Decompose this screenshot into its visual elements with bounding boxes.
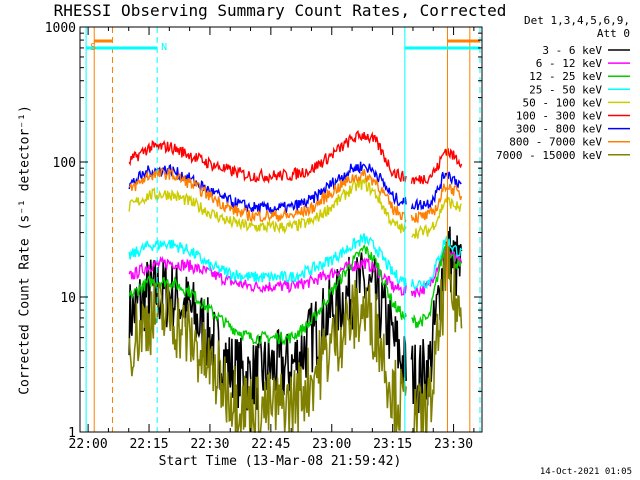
y-tick-label-1: 10: [60, 291, 76, 306]
legend-label-7: 800 - 7000 keV: [509, 136, 602, 149]
x-axis-label: Start Time (13-Mar-08 21:59:42): [158, 454, 402, 469]
y-tick-label-0: 1: [68, 426, 76, 441]
x-tick-label-4: 23:00: [312, 437, 351, 452]
legend-label-8: 7000 - 15000 keV: [496, 149, 602, 162]
legend-header-line-1: Det 1,3,4,5,6,9,: [524, 14, 630, 27]
legend-label-3: 25 - 50 keV: [529, 83, 602, 96]
legend-label-5: 100 - 300 keV: [516, 110, 602, 123]
series-line-3: [128, 233, 463, 292]
axes-layer: 22:00 22:15 22:30 22:45 23:00 23:15 23:30 1 10 10…: [45, 21, 483, 452]
x-tick-label-6: 23:30: [434, 437, 473, 452]
x-tick-label-2: 22:30: [190, 437, 229, 452]
legend-label-2: 12 - 25 keV: [529, 70, 602, 83]
series-line-7: [129, 166, 463, 224]
y-axis-label: Corrected Count Rate (s⁻¹ detector⁻¹): [17, 105, 33, 395]
legend-label-1: 6 - 12 keV: [536, 57, 603, 70]
generation-date: 14-Oct-2021 01:05: [539, 467, 632, 477]
legend-label-4: 50 - 100 keV: [523, 96, 603, 109]
series-line-8: [128, 240, 463, 433]
annotation-0: S: [90, 42, 96, 53]
y-tick-label-2: 100: [53, 156, 76, 171]
series-line-1: [128, 246, 463, 298]
plot-frame: [79, 26, 483, 433]
series-line-2: [128, 242, 462, 346]
series-line-6: [128, 161, 462, 215]
legend-label-0: 3 - 6 keV: [542, 44, 602, 57]
x-tick-label-5: 23:15: [373, 437, 412, 452]
x-tick-label-1: 22:15: [129, 437, 168, 452]
annotation-1: N: [161, 42, 167, 53]
x-tick-label-3: 22:45: [251, 437, 290, 452]
legend-header: Det 1,3,4,5,6,9, Att 0: [524, 14, 630, 40]
y-tick-label-3: 1000: [45, 21, 76, 36]
chart-title: RHESSI Observing Summary Count Rates, Co…: [53, 1, 507, 20]
legend-label-6: 300 - 800 keV: [516, 123, 602, 136]
x-tick-label-0: 22:00: [69, 437, 108, 452]
series-line-5: [128, 129, 463, 185]
series-layer: [128, 129, 463, 433]
legend-header-line-2: Att 0: [596, 27, 630, 40]
